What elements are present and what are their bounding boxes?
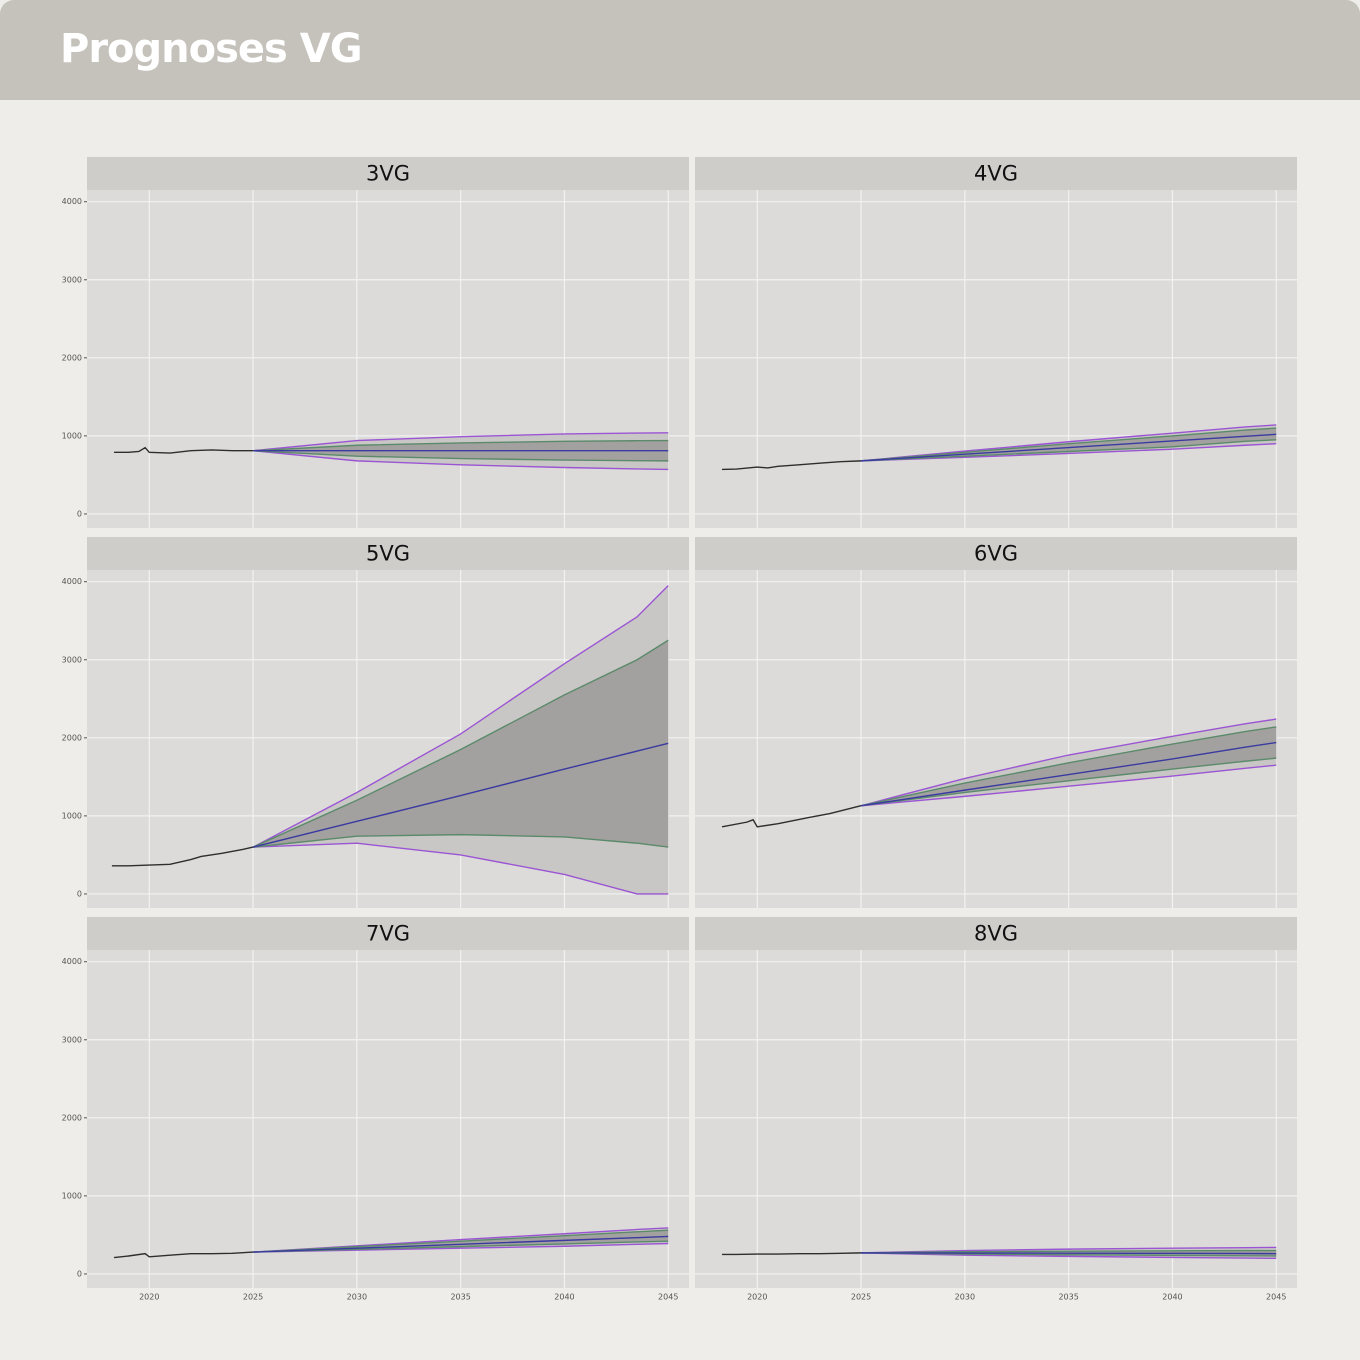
strip-title: 5VG	[366, 542, 410, 566]
line-95	[861, 1252, 1277, 1260]
strip-title: 3VG	[366, 162, 410, 186]
x-tick-label: 2045	[1266, 1293, 1286, 1302]
line-80	[860, 757, 1277, 807]
y-tick-label: 0	[77, 509, 82, 518]
forecast-mean	[860, 741, 1277, 807]
y-tick-label: 2000	[62, 733, 82, 742]
strip-background	[695, 537, 1297, 570]
strip-background	[695, 157, 1297, 190]
line-95	[253, 432, 669, 452]
strip-title: 6VG	[974, 542, 1018, 566]
y-tick-label: 1000	[62, 811, 82, 820]
line-95	[253, 450, 669, 471]
panel-background	[87, 190, 689, 528]
y-tick-label: 0	[77, 889, 82, 898]
line-80	[252, 833, 669, 848]
line-80	[861, 427, 1277, 462]
forecast-mean	[861, 1252, 1277, 1255]
y-tick-label: 3000	[62, 655, 82, 664]
x-tick-label: 2025	[243, 1293, 263, 1302]
panel-background	[695, 190, 1297, 528]
y-tick-label: 1000	[62, 431, 82, 440]
y-tick-label: 4000	[62, 577, 82, 586]
line-95	[861, 1246, 1277, 1254]
x-tick-label: 2030	[955, 1293, 975, 1302]
forecast-mean	[252, 742, 669, 848]
header: Prognoses VG	[0, 0, 1360, 100]
x-tick-label: 2025	[851, 1293, 871, 1302]
line-80	[861, 1252, 1277, 1257]
x-tick-label: 2040	[1162, 1293, 1182, 1302]
y-tick-label: 3000	[62, 275, 82, 284]
line-80	[861, 1249, 1277, 1254]
line-95	[253, 842, 669, 895]
history-line	[113, 446, 254, 454]
line-80	[253, 1229, 669, 1253]
strip-title: 7VG	[366, 922, 410, 946]
history-line	[721, 805, 862, 828]
strip-background	[695, 917, 1297, 950]
x-tick-label: 2030	[347, 1293, 367, 1302]
y-tick-label: 1000	[62, 1191, 82, 1200]
line-95	[861, 442, 1277, 462]
history-line	[111, 846, 254, 867]
forecast-mean	[253, 1235, 669, 1253]
strip-title: 4VG	[974, 162, 1018, 186]
history-line	[721, 1252, 862, 1256]
strip-background	[87, 537, 689, 570]
y-tick-label: 2000	[62, 1113, 82, 1122]
history-line	[721, 460, 862, 471]
strip-background	[87, 917, 689, 950]
y-tick-label: 2000	[62, 353, 82, 362]
history-line	[113, 1251, 254, 1259]
y-tick-label: 4000	[62, 957, 82, 966]
x-tick-label: 2020	[747, 1293, 767, 1302]
line-80	[861, 439, 1277, 462]
y-tick-label: 0	[77, 1269, 82, 1278]
line-95	[861, 424, 1277, 462]
panel-background	[695, 950, 1297, 1288]
line-95	[252, 585, 669, 848]
x-tick-label: 2040	[554, 1293, 574, 1302]
strip-background	[87, 157, 689, 190]
x-tick-label: 2035	[450, 1293, 470, 1302]
line-80	[860, 726, 1277, 807]
line-95	[860, 718, 1277, 807]
y-tick-label: 4000	[62, 197, 82, 206]
strip-title: 8VG	[974, 922, 1018, 946]
x-tick-label: 2045	[658, 1293, 678, 1302]
line-80	[253, 439, 669, 452]
band-80	[253, 640, 669, 848]
x-tick-label: 2020	[139, 1293, 159, 1302]
chart-grid: 3VG 0 1000 2000 3000 4000 4VG 5VG 0 1000 2000 3000 4…	[62, 157, 1297, 1302]
line-80	[253, 1240, 669, 1253]
line-80	[253, 450, 669, 462]
line-80	[252, 639, 669, 848]
line-95	[861, 764, 1277, 807]
x-tick-label: 2035	[1058, 1293, 1078, 1302]
band-80	[861, 726, 1277, 806]
forecast-mean	[861, 433, 1277, 462]
page-title: Prognoses VG	[60, 26, 363, 72]
y-tick-label: 3000	[62, 1035, 82, 1044]
